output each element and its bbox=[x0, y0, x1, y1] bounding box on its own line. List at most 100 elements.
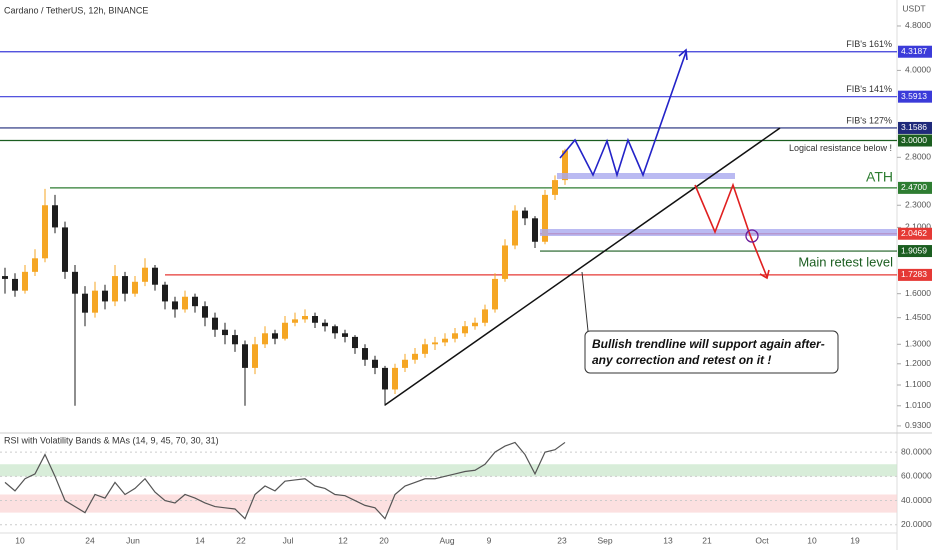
callout-text: Bullish trendline will support again aft… bbox=[592, 337, 825, 351]
level-box bbox=[898, 181, 932, 194]
rsi-tick-label: 80.0000 bbox=[901, 446, 932, 456]
x-tick-label: Oct bbox=[755, 535, 769, 545]
trendline bbox=[384, 127, 781, 406]
candle-body bbox=[212, 317, 218, 330]
level-label: 4.3187 bbox=[901, 46, 927, 56]
candle-body bbox=[462, 326, 468, 334]
x-tick-label: 19 bbox=[850, 535, 860, 545]
candle-body bbox=[22, 271, 28, 291]
candle-body bbox=[2, 276, 8, 279]
level-name: FIB's 127% bbox=[846, 115, 892, 125]
y-tick-label: 1.2000 bbox=[905, 358, 931, 368]
x-tick-label: 23 bbox=[557, 535, 567, 545]
y-tick-label: 1.1000 bbox=[905, 379, 931, 389]
level-name: Logical resistance below ! bbox=[789, 143, 892, 153]
x-tick-label: Jul bbox=[283, 535, 294, 545]
y-tick-label: 2.3000 bbox=[905, 200, 931, 210]
candle-body bbox=[162, 284, 168, 302]
candle-body bbox=[82, 293, 88, 313]
candle-body bbox=[432, 342, 438, 345]
candle-body bbox=[112, 276, 118, 302]
level-label: 3.5913 bbox=[901, 91, 927, 101]
callout-text: any correction and retest on it ! bbox=[592, 353, 771, 367]
y-tick-label: 4.8000 bbox=[905, 20, 931, 30]
arrow-head bbox=[678, 48, 688, 61]
level-name: Main retest level bbox=[798, 254, 893, 269]
level-box bbox=[898, 268, 932, 281]
x-tick-label: 20 bbox=[379, 535, 389, 545]
candle-body bbox=[292, 319, 298, 323]
y-tick-label: 2.1000 bbox=[905, 222, 931, 232]
level-label: 3.0000 bbox=[901, 135, 927, 145]
level-label: 1.7283 bbox=[901, 269, 927, 279]
level-name: FIB's 141% bbox=[846, 84, 892, 94]
candle-body bbox=[362, 348, 368, 360]
rsi-band bbox=[0, 494, 897, 513]
rsi-title: RSI with Volatility Bands & MAs (14, 9, … bbox=[4, 435, 219, 445]
x-tick-label: 22 bbox=[236, 535, 246, 545]
candle-body bbox=[542, 194, 548, 242]
level-box bbox=[898, 245, 932, 258]
candle-body bbox=[532, 218, 538, 242]
level-name: ATH bbox=[866, 169, 893, 185]
candle-body bbox=[202, 306, 208, 318]
y-tick-label: 1.0100 bbox=[905, 400, 931, 410]
candle-body bbox=[32, 258, 38, 272]
candle-body bbox=[152, 267, 158, 285]
candle-body bbox=[122, 276, 128, 294]
candle-body bbox=[252, 344, 258, 368]
candle-body bbox=[452, 333, 458, 339]
rsi-tick-label: 20.0000 bbox=[901, 519, 932, 529]
candle-body bbox=[272, 333, 278, 339]
candle-body bbox=[72, 271, 78, 294]
candle-body bbox=[12, 278, 18, 291]
candle-body bbox=[42, 205, 48, 259]
candle-body bbox=[312, 315, 318, 323]
y-tick-label: 1.3000 bbox=[905, 339, 931, 349]
candle-body bbox=[142, 267, 148, 282]
candle-body bbox=[332, 326, 338, 334]
candle-body bbox=[282, 322, 288, 339]
candle-body bbox=[322, 322, 328, 327]
candle-body bbox=[492, 278, 498, 310]
candle-body bbox=[192, 296, 198, 307]
arrow-head bbox=[759, 269, 770, 280]
candle-body bbox=[402, 359, 408, 368]
x-tick-label: 10 bbox=[15, 535, 25, 545]
y-tick-label: 4.0000 bbox=[905, 65, 931, 75]
candle-body bbox=[242, 344, 248, 368]
projection-down bbox=[694, 182, 768, 278]
level-box bbox=[898, 45, 932, 58]
candle-body bbox=[222, 329, 228, 336]
level-box bbox=[898, 121, 932, 134]
x-tick-label: 9 bbox=[487, 535, 492, 545]
zone bbox=[540, 229, 897, 236]
candle-body bbox=[342, 333, 348, 337]
rsi-band bbox=[0, 464, 897, 477]
marks: 4.8000 4.0000 2.8000 2.3000 2.1000 1.6000 1.45… bbox=[0, 20, 932, 545]
candle-body bbox=[442, 338, 448, 343]
currency: USDT bbox=[902, 3, 925, 13]
x-tick-label: 12 bbox=[338, 535, 348, 545]
chart-title: Cardano / TetherUS, 12h, BINANCE bbox=[4, 5, 148, 15]
level-box bbox=[898, 134, 932, 147]
candle-body bbox=[522, 210, 528, 219]
candle-body bbox=[502, 245, 508, 279]
level-name: FIB's 161% bbox=[846, 39, 892, 49]
y-tick-label: 1.6000 bbox=[905, 288, 931, 298]
marker-circle bbox=[745, 229, 759, 243]
candle-body bbox=[562, 150, 568, 181]
y-tick-label: 1.4500 bbox=[905, 312, 931, 322]
level-label: 2.4700 bbox=[901, 182, 927, 192]
level-label: 3.1586 bbox=[901, 122, 927, 132]
candle-body bbox=[102, 290, 108, 302]
candle-body bbox=[302, 315, 308, 320]
rsi-line bbox=[4, 441, 566, 520]
x-tick-label: 21 bbox=[702, 535, 712, 545]
x-tick-label: 14 bbox=[195, 535, 205, 545]
x-tick-label: Jun bbox=[126, 535, 140, 545]
candle-body bbox=[52, 205, 58, 228]
candle-body bbox=[132, 281, 138, 294]
rsi-tick-label: 40.0000 bbox=[901, 495, 932, 505]
